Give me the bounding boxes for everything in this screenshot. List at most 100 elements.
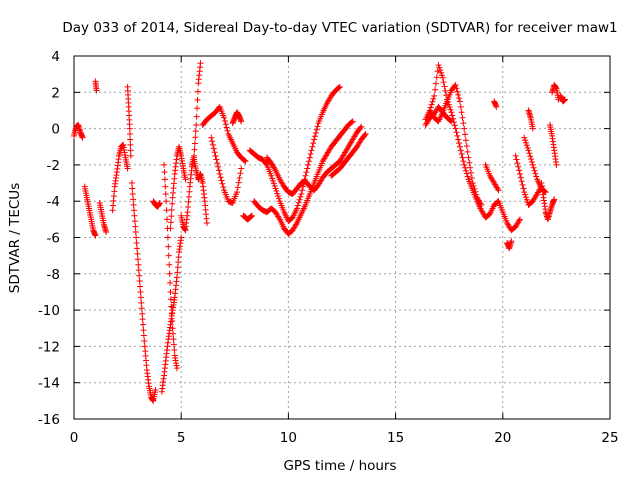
- data-point: [299, 187, 306, 194]
- data-point: [138, 299, 145, 306]
- data-point: [270, 180, 277, 187]
- data-point: [275, 193, 282, 200]
- data-point: [171, 347, 178, 354]
- data-point: [131, 218, 138, 225]
- data-point: [271, 182, 278, 189]
- data-point: [191, 146, 198, 153]
- data-point: [184, 209, 191, 216]
- series-arc-b: [81, 183, 99, 239]
- data-point: [456, 140, 463, 147]
- data-point: [164, 234, 171, 241]
- data-point: [221, 117, 228, 124]
- data-point: [361, 132, 368, 139]
- data-point: [304, 165, 311, 172]
- data-point: [272, 185, 279, 192]
- data-point: [127, 141, 134, 148]
- data-point: [357, 124, 364, 131]
- data-point: [295, 199, 302, 206]
- data-point: [208, 134, 215, 141]
- series-arc-ag: [546, 121, 560, 168]
- data-point: [495, 187, 502, 194]
- data-point: [438, 69, 445, 76]
- series-arc-d: [96, 200, 110, 236]
- data-point: [442, 87, 449, 94]
- series-arc-a: [71, 121, 86, 141]
- data-point: [458, 151, 465, 158]
- data-point: [307, 151, 314, 158]
- data-point: [178, 234, 185, 241]
- y-tick-label: -14: [38, 376, 60, 392]
- data-point: [161, 169, 168, 176]
- series-arc-n: [191, 156, 210, 226]
- data-point: [529, 161, 536, 168]
- data-point: [516, 167, 523, 174]
- y-tick-label: -2: [47, 158, 60, 174]
- data-point: [445, 101, 452, 108]
- data-point: [212, 152, 219, 159]
- data-point: [175, 259, 182, 266]
- data-point: [464, 148, 471, 155]
- data-point: [135, 267, 142, 274]
- data-point: [429, 98, 436, 105]
- series-arc-v: [328, 131, 369, 179]
- data-point: [313, 126, 320, 133]
- data-point: [132, 229, 139, 236]
- data-point: [448, 109, 455, 116]
- data-point: [168, 206, 175, 213]
- data-point: [477, 200, 484, 207]
- data-point: [455, 91, 462, 98]
- data-point: [466, 159, 473, 166]
- data-point: [140, 321, 147, 328]
- data-point: [520, 185, 527, 192]
- data-point: [215, 167, 222, 174]
- data-point: [459, 114, 466, 121]
- data-point: [224, 127, 231, 134]
- y-tick-label: 4: [51, 49, 60, 65]
- data-point: [465, 154, 472, 161]
- data-point: [439, 74, 446, 81]
- series-arc-g: [128, 180, 159, 404]
- data-point: [182, 176, 189, 183]
- data-point: [522, 194, 529, 201]
- series-arc-c: [92, 78, 100, 94]
- point-layer: [71, 60, 568, 404]
- data-point: [468, 169, 475, 176]
- data-point: [532, 170, 539, 177]
- data-point: [472, 188, 479, 195]
- data-point: [175, 254, 182, 261]
- data-point: [263, 160, 270, 167]
- data-point: [220, 184, 227, 191]
- data-point: [167, 296, 174, 303]
- data-point: [462, 137, 469, 144]
- series-arc-e: [109, 141, 131, 214]
- data-point: [513, 156, 520, 163]
- y-tick-label: -4: [47, 194, 60, 210]
- data-point: [269, 175, 276, 182]
- data-point: [522, 137, 529, 144]
- data-point: [103, 229, 110, 236]
- data-point: [493, 103, 500, 110]
- data-point: [140, 327, 147, 334]
- data-point: [303, 169, 310, 176]
- data-point: [173, 274, 180, 281]
- series-arc-p: [208, 134, 245, 207]
- series-arc-l: [178, 163, 195, 234]
- data-point: [478, 201, 485, 208]
- data-point: [234, 184, 241, 191]
- data-point: [456, 143, 463, 150]
- y-tick-label: -10: [38, 303, 60, 319]
- data-point: [137, 283, 144, 290]
- data-point: [135, 261, 142, 268]
- data-point: [214, 160, 221, 167]
- series-arc-ae: [525, 107, 536, 132]
- data-point: [141, 337, 148, 344]
- data-point: [530, 164, 537, 171]
- data-point: [209, 141, 216, 148]
- data-point: [168, 213, 175, 220]
- data-point: [453, 85, 460, 92]
- data-point: [193, 113, 200, 120]
- data-point: [168, 303, 175, 310]
- data-point: [131, 207, 138, 214]
- data-point: [236, 174, 243, 181]
- series-arc-ac: [512, 152, 545, 208]
